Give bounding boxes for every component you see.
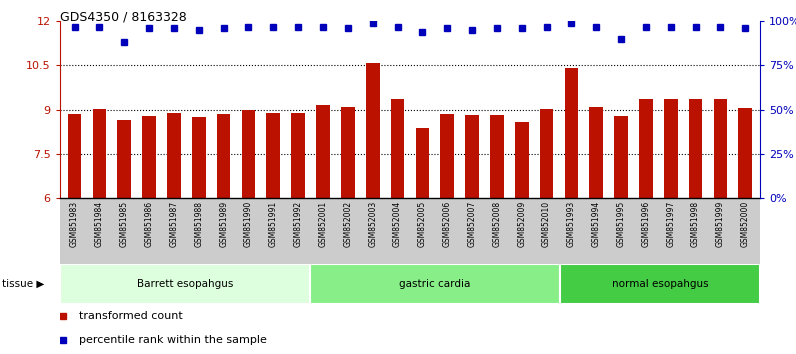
- Text: GDS4350 / 8163328: GDS4350 / 8163328: [60, 11, 186, 24]
- Bar: [242, 110, 256, 198]
- Text: transformed count: transformed count: [80, 312, 183, 321]
- Bar: [515, 122, 529, 198]
- Bar: [291, 113, 305, 198]
- Bar: [267, 113, 280, 198]
- Bar: [118, 120, 131, 198]
- FancyBboxPatch shape: [60, 264, 310, 304]
- Bar: [142, 116, 156, 198]
- Text: percentile rank within the sample: percentile rank within the sample: [80, 335, 267, 345]
- FancyBboxPatch shape: [310, 264, 560, 304]
- Bar: [739, 108, 752, 198]
- Text: gastric cardia: gastric cardia: [400, 279, 470, 289]
- Bar: [564, 68, 578, 198]
- Text: Barrett esopahgus: Barrett esopahgus: [137, 279, 233, 289]
- Bar: [440, 114, 454, 198]
- Bar: [615, 116, 628, 198]
- Bar: [540, 109, 553, 198]
- Bar: [689, 98, 702, 198]
- Bar: [167, 113, 181, 198]
- Bar: [639, 99, 653, 198]
- FancyBboxPatch shape: [560, 264, 760, 304]
- Bar: [366, 63, 380, 198]
- Bar: [713, 98, 728, 198]
- Bar: [316, 105, 330, 198]
- Bar: [391, 99, 404, 198]
- Bar: [217, 114, 231, 198]
- Bar: [68, 114, 81, 198]
- Bar: [490, 115, 504, 198]
- Bar: [192, 117, 205, 198]
- Text: tissue ▶: tissue ▶: [2, 279, 44, 289]
- Bar: [664, 99, 677, 198]
- Bar: [589, 107, 603, 198]
- Text: normal esopahgus: normal esopahgus: [612, 279, 708, 289]
- Bar: [416, 128, 429, 198]
- Bar: [341, 107, 355, 198]
- Bar: [465, 115, 479, 198]
- Bar: [92, 109, 107, 198]
